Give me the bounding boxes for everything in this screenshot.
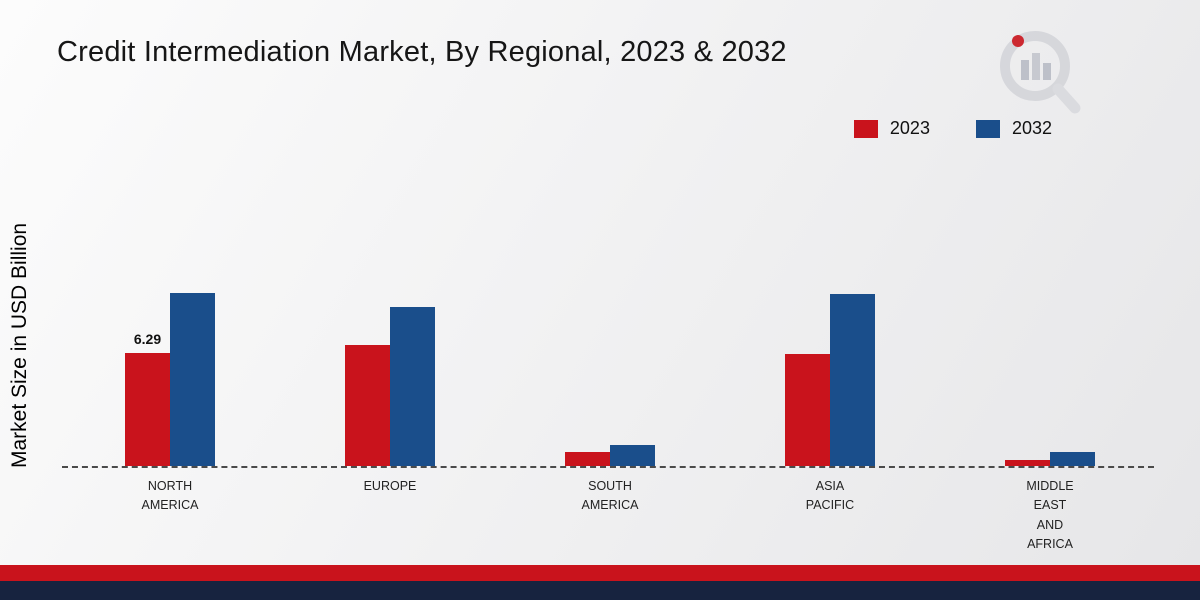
legend-swatch-2032 (975, 119, 1000, 138)
legend-item-2032: 2032 (975, 118, 1052, 139)
bar-group-0: 6.29 (60, 293, 280, 466)
legend-label-2023: 2023 (889, 118, 930, 138)
bar-2023-2 (565, 451, 610, 466)
bar-2032-0 (170, 293, 215, 466)
bar-2023-1 (345, 345, 390, 466)
legend-swatch-2023 (853, 119, 878, 138)
bar-2032-4 (1050, 451, 1095, 466)
footer-navy-stripe (0, 581, 1200, 600)
bar-value-label: 6.29 (133, 330, 162, 347)
footer-red-stripe (0, 565, 1200, 581)
bar-group-4 (940, 451, 1160, 466)
category-label-1: EUROPE (363, 479, 417, 493)
bar-group-2 (500, 445, 720, 466)
chart-legend: 2023 2032 (853, 118, 1052, 139)
page-title: Credit Intermediation Market, By Regiona… (57, 36, 787, 68)
legend-item-2023: 2023 (853, 118, 930, 139)
bar-2023-0: 6.29 (125, 331, 170, 466)
bar-chart-plot-area: 6.29 (60, 286, 1160, 466)
bar-group-1 (280, 306, 500, 466)
bar-2032-1 (390, 306, 435, 466)
category-label-2: SOUTH AMERICA (581, 479, 639, 513)
bar-2032-3 (830, 294, 875, 466)
x-axis-baseline (62, 466, 1154, 468)
category-label-3: ASIA PACIFIC (805, 479, 855, 513)
category-labels-row: NORTH AMERICA EUROPE SOUTH AMERICA ASIA PACIFI… (60, 477, 1160, 555)
bar-2032-2 (610, 445, 655, 466)
bar-2023-4 (1005, 459, 1050, 466)
y-axis-label: Market Size in USD Billion (8, 222, 31, 468)
bar-2023-3 (785, 354, 830, 466)
legend-label-2032: 2032 (1011, 118, 1052, 138)
category-label-0: NORTH AMERICA (141, 479, 199, 513)
bar-group-3 (720, 294, 940, 466)
brand-logo-icon (1000, 31, 1081, 114)
category-label-4: MIDDLE EAST AND AFRICA (1026, 479, 1074, 552)
